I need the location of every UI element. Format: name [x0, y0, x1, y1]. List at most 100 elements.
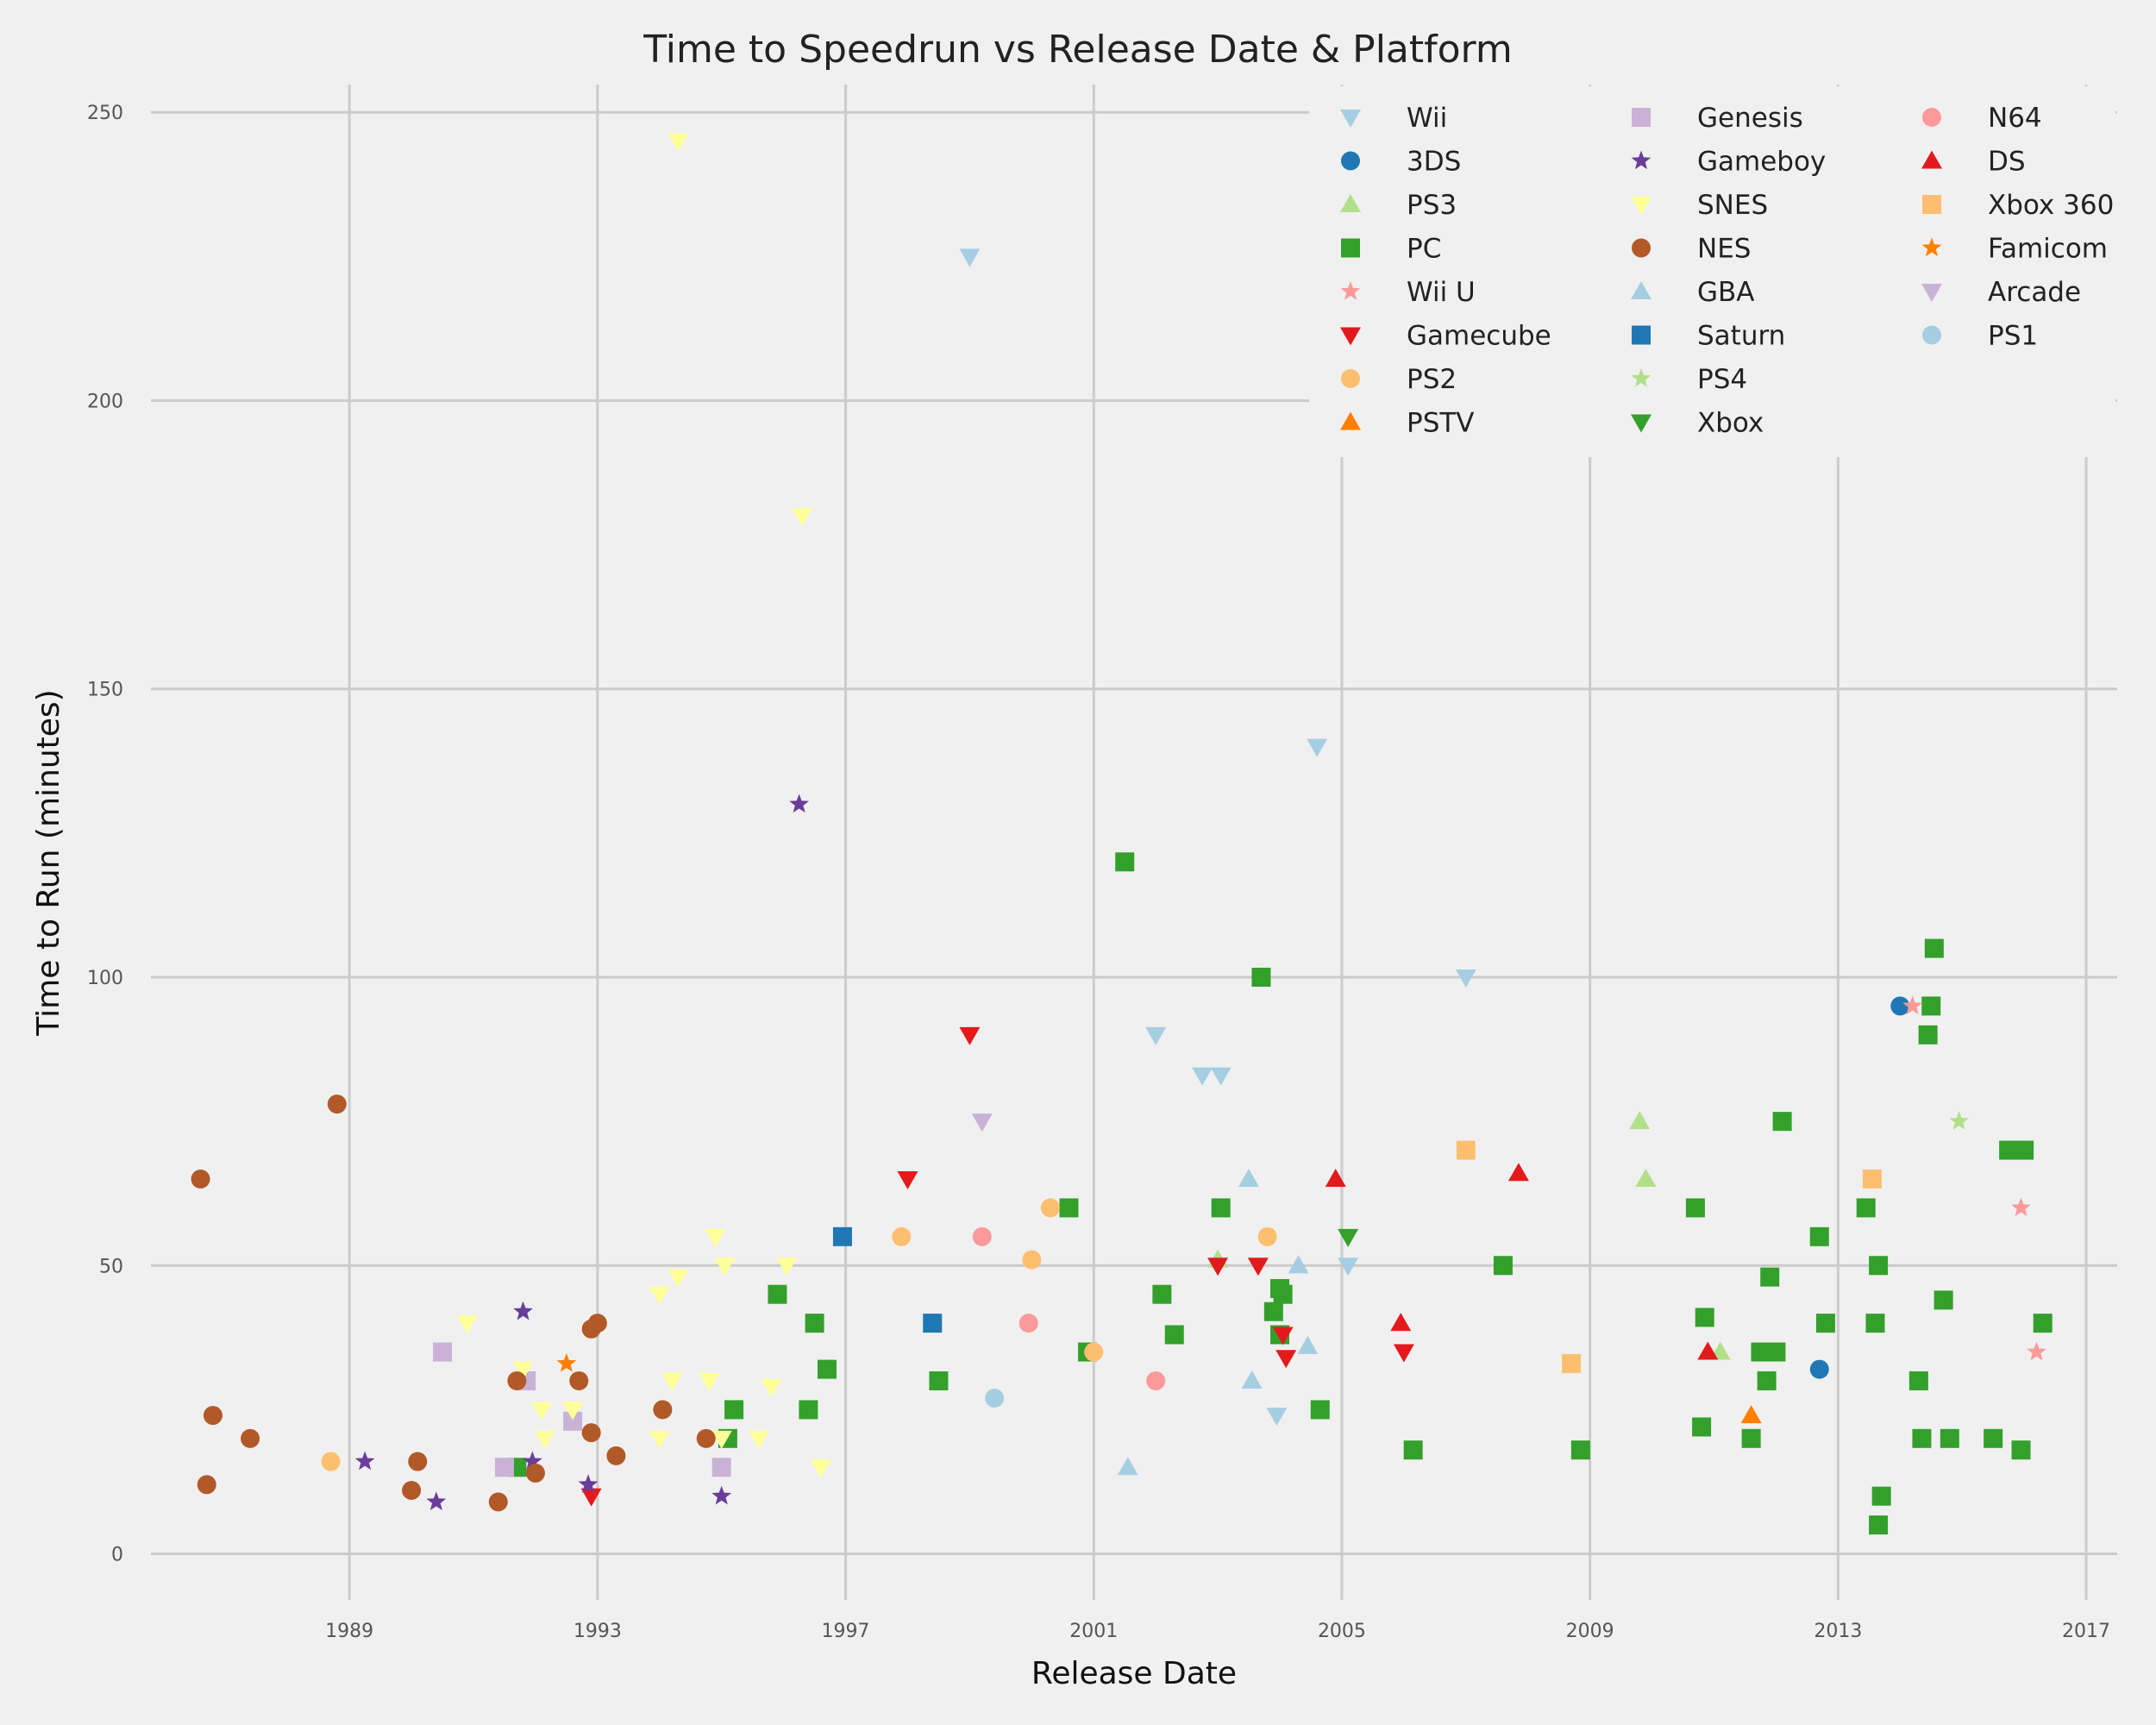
- series-nes: [191, 1095, 716, 1512]
- legend-marker: [1631, 414, 1651, 433]
- data-point: [1117, 1457, 1138, 1476]
- legend-marker: [1340, 194, 1361, 212]
- data-point: [1760, 1267, 1780, 1287]
- chart-title: Time to Speedrun vs Release Date & Platf…: [642, 28, 1512, 72]
- data-point: [1740, 1405, 1762, 1424]
- series-pc: [507, 852, 2053, 1535]
- data-point: [1018, 1314, 1038, 1333]
- x-tick-label: 2013: [1814, 1621, 1862, 1642]
- legend-marker: [1340, 110, 1361, 128]
- data-point: [1890, 996, 1910, 1016]
- legend-marker: [1631, 281, 1651, 299]
- data-point: [817, 1359, 837, 1379]
- legend-marker: [1921, 284, 1942, 302]
- legend-marker: [1921, 150, 1942, 169]
- series-pstv: [1740, 1405, 1762, 1424]
- y-tick-label: 150: [87, 680, 123, 701]
- data-point: [1211, 1198, 1231, 1218]
- data-point: [929, 1371, 949, 1390]
- data-point: [1257, 1226, 1277, 1246]
- data-point: [1685, 1198, 1705, 1218]
- data-point: [522, 1451, 542, 1471]
- data-point: [525, 1463, 545, 1483]
- legend-marker: [1922, 195, 1941, 214]
- data-point: [1934, 1290, 1953, 1310]
- legend-label: Gameboy: [1697, 147, 1826, 178]
- data-point: [923, 1314, 943, 1333]
- data-point: [799, 1400, 818, 1420]
- data-point: [563, 1411, 583, 1431]
- legend-label: Famicom: [1988, 234, 2108, 265]
- data-point: [1192, 1067, 1213, 1086]
- series-arcade: [971, 1113, 993, 1132]
- data-point: [724, 1400, 744, 1420]
- data-point: [711, 1430, 732, 1449]
- data-point: [1809, 1226, 1829, 1246]
- data-point: [569, 1371, 589, 1390]
- legend-label: Wii U: [1407, 277, 1476, 308]
- data-point: [456, 1315, 478, 1334]
- legend-marker: [1632, 238, 1651, 258]
- data-point: [2015, 1140, 2034, 1160]
- data-point: [1040, 1198, 1060, 1218]
- data-point: [768, 1284, 787, 1304]
- data-points: [191, 133, 2053, 1535]
- data-point: [1310, 1400, 1330, 1420]
- data-point: [711, 1458, 731, 1477]
- legend-label: GBA: [1697, 277, 1755, 308]
- legend-label: PS1: [1988, 321, 2038, 352]
- data-point: [402, 1480, 422, 1500]
- data-point: [1865, 1314, 1885, 1333]
- data-point: [534, 1430, 555, 1449]
- data-point: [1207, 1258, 1229, 1276]
- data-point: [1949, 1111, 1970, 1130]
- data-point: [1238, 1168, 1260, 1187]
- data-point: [711, 1485, 732, 1505]
- data-point: [327, 1095, 347, 1114]
- data-point: [649, 1430, 670, 1449]
- data-point: [203, 1406, 222, 1426]
- legend-marker: [1631, 368, 1651, 387]
- axis-ticks: 1989 1993 1997 2001 2005 2009 2013 2017 0 50 100 15…: [87, 103, 2110, 1642]
- legend-label: PS2: [1407, 364, 1457, 395]
- x-tick-label: 1993: [573, 1621, 622, 1642]
- data-point: [513, 1301, 533, 1320]
- data-point: [1272, 1327, 1294, 1346]
- data-point: [1059, 1198, 1079, 1218]
- data-point: [1869, 1256, 1889, 1276]
- legend-marker: [1631, 150, 1651, 170]
- legend-label: Saturn: [1697, 321, 1785, 352]
- data-point: [581, 1423, 601, 1443]
- data-point: [2011, 1440, 2031, 1460]
- data-point: [792, 508, 813, 527]
- data-point: [512, 1361, 534, 1380]
- x-tick-label: 2009: [1566, 1621, 1614, 1642]
- data-point: [1751, 1342, 1771, 1362]
- data-point: [426, 1491, 447, 1511]
- data-point: [1338, 1258, 1359, 1276]
- y-tick-label: 100: [87, 968, 123, 989]
- legend-label: Genesis: [1697, 103, 1803, 134]
- legend-marker: [1631, 197, 1651, 215]
- legend-label: PS4: [1697, 364, 1747, 395]
- data-point: [649, 1286, 670, 1305]
- y-tick-label: 200: [87, 391, 123, 412]
- data-point: [562, 1402, 584, 1421]
- data-point: [1022, 1250, 1042, 1270]
- data-point: [1815, 1314, 1835, 1333]
- data-point: [2011, 1197, 2031, 1217]
- series-wii: [959, 248, 1476, 1427]
- x-axis-label: Release Date: [1031, 1656, 1237, 1691]
- data-point: [1862, 1169, 1882, 1189]
- series-3ds: [1809, 996, 1910, 1379]
- data-point: [197, 1475, 216, 1495]
- legend-marker: [1341, 369, 1360, 388]
- data-point: [1772, 1112, 1792, 1132]
- series-n64: [972, 1226, 1166, 1390]
- legend-marker: [1922, 325, 1941, 345]
- data-point: [321, 1452, 341, 1471]
- legend-label: NES: [1697, 234, 1751, 265]
- data-point: [1247, 1258, 1269, 1276]
- data-point: [531, 1402, 553, 1421]
- series-famicom: [556, 1352, 577, 1372]
